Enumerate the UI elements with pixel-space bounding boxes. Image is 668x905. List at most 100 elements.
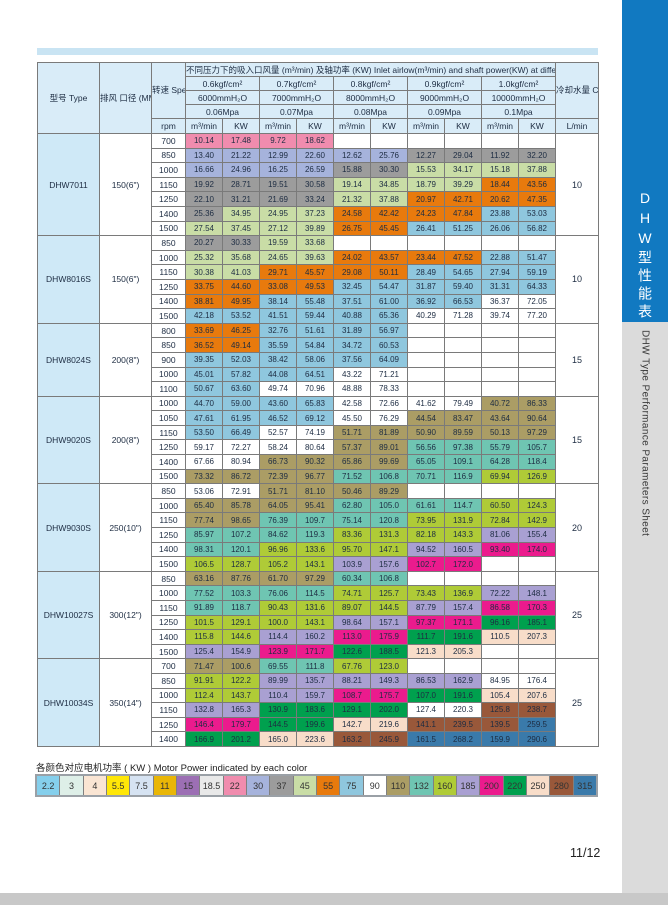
legend-swatch-label: 7.5	[135, 780, 148, 791]
data-cell: 157.4	[444, 600, 482, 616]
condition-header: 0.07Mpa	[259, 104, 334, 119]
data-cell: 57.37	[333, 439, 371, 456]
data-cell: 66.73	[259, 454, 297, 470]
rpm-cell: 1150	[151, 702, 186, 718]
col-header-speed: 转速 Speed	[151, 62, 186, 119]
data-cell: 110.5	[481, 629, 519, 645]
col-header-port: 排风 口径 (MM) Port Dia	[99, 62, 152, 134]
rpm-cell: 1000	[151, 585, 186, 601]
model-cell: DHW9030S	[37, 483, 100, 572]
table-row: 1000 45.01 57.82 44.08 64.51 43.22 71.21	[38, 366, 599, 383]
rpm-cell: 1400	[151, 205, 186, 222]
data-cell: 86.53	[407, 672, 445, 689]
data-cell: 78.33	[370, 381, 408, 397]
data-cell: 72.22	[481, 585, 519, 601]
data-cell: 89.99	[259, 672, 297, 689]
cooling-cell: 15	[555, 395, 599, 485]
data-cell: 30.38	[185, 264, 223, 280]
data-cell: 84.95	[481, 672, 519, 689]
legend-swatch: 132	[410, 776, 434, 795]
data-cell: 172.0	[444, 556, 482, 572]
data-cell: 30.30	[370, 162, 408, 178]
data-cell: 128.7	[222, 556, 260, 572]
condition-header: 10000mmH₂O	[481, 90, 556, 105]
data-cell: 25.32	[185, 249, 223, 266]
legend-swatch-label: 15	[183, 780, 194, 791]
table-row: DHW10034S 350(14") 700 71.47 100.6 69.55 111.8…	[37, 658, 599, 747]
data-cell: 159.7	[296, 687, 334, 704]
data-cell: 131.6	[296, 600, 334, 616]
data-cell: 83.36	[333, 527, 371, 543]
data-cell: 155.4	[518, 527, 556, 543]
rpm-cell: 1000	[151, 162, 186, 178]
data-cell: 41.03	[222, 264, 260, 280]
data-cell: 67.66	[185, 454, 223, 470]
data-cell: 142.9	[518, 512, 556, 529]
port-cell: 300(12")	[99, 570, 152, 660]
rpm-cell: 1500	[151, 220, 186, 237]
legend-swatch-label: 160	[437, 780, 453, 791]
data-cell: 26.06	[481, 220, 519, 237]
data-cell: 98.31	[185, 541, 223, 558]
data-cell: 39.29	[444, 176, 482, 193]
data-cell: 22.88	[481, 249, 519, 266]
data-cell: 96.77	[296, 468, 334, 485]
data-cell: 18.79	[407, 176, 445, 193]
data-cell: 47.35	[518, 191, 556, 207]
data-cell: 45.57	[296, 264, 334, 280]
data-cell: 105.4	[481, 687, 519, 704]
data-cell	[481, 381, 519, 397]
rpm-cell: 1050	[151, 410, 186, 426]
data-cell: 90.64	[518, 410, 556, 426]
data-cell: 114.4	[259, 629, 297, 645]
data-cell: 64.05	[259, 497, 297, 514]
data-cell: 120.1	[222, 541, 260, 558]
data-cell: 113.0	[333, 629, 371, 645]
rpm-cell: 1150	[151, 600, 186, 616]
table-row: 1250 85.97 107.2 84.62 119.3 83.36 131.3 82.18 1…	[38, 527, 599, 543]
data-cell: 50.46	[333, 483, 371, 499]
table-row: 1150 19.92 28.71 19.51 30.58 19.14 34.85 18.79 3…	[38, 176, 599, 193]
legend-swatch-label: 55	[323, 780, 334, 791]
condition-header: 1.0kgf/cm²	[481, 76, 556, 91]
data-cell: 65.36	[370, 308, 408, 324]
data-cell: 87.76	[222, 570, 260, 587]
data-cell	[481, 366, 519, 383]
data-cell: 20.97	[407, 191, 445, 207]
data-cell: 89.01	[370, 439, 408, 456]
data-cell: 111.7	[407, 629, 445, 645]
data-cell: 56.82	[518, 220, 556, 237]
data-cell: 30.58	[296, 176, 334, 193]
data-cell: 50.90	[407, 424, 445, 441]
data-cell: 64.09	[370, 351, 408, 368]
data-cell: 118.4	[518, 454, 556, 470]
data-cell: 91.91	[185, 672, 223, 689]
rpm-cell: 1250	[151, 191, 186, 207]
table-row: 900 39.35 52.03 38.42 58.06 37.56 64.09	[38, 351, 599, 368]
data-cell: 72.66	[370, 395, 408, 412]
power-unit-header: KW	[444, 118, 482, 134]
data-cell: 86.72	[222, 468, 260, 485]
data-cell: 47.52	[444, 249, 482, 266]
data-cell: 109.1	[444, 454, 482, 470]
table-title: 不同压力下的吸入口风量 (m³/min) 及轴功率 (KW) Inlet air…	[185, 62, 556, 77]
data-cell	[518, 366, 556, 383]
data-cell: 165.3	[222, 702, 260, 718]
data-cell: 37.88	[518, 162, 556, 178]
data-cell: 64.51	[296, 366, 334, 383]
table-row: 1500 42.18 53.52 41.51 59.44 40.88 65.36 40.29 7…	[38, 308, 599, 324]
data-cell: 58.06	[296, 351, 334, 368]
cooling-cell: 25	[555, 658, 599, 747]
sidebar-title-en: DHW Type Performance Parameters Sheet	[639, 330, 651, 537]
data-cell: 125.7	[370, 585, 408, 601]
data-cell: 60.53	[370, 337, 408, 353]
data-cell	[407, 381, 445, 397]
data-cell	[518, 322, 556, 339]
data-cell: 21.22	[222, 147, 260, 164]
data-cell: 83.47	[444, 410, 482, 426]
data-cell: 74.19	[296, 424, 334, 441]
data-cell: 29.71	[259, 264, 297, 280]
data-cell: 161.5	[407, 731, 445, 747]
data-cell: 36.52	[185, 337, 223, 353]
data-cell: 29.04	[444, 147, 482, 164]
